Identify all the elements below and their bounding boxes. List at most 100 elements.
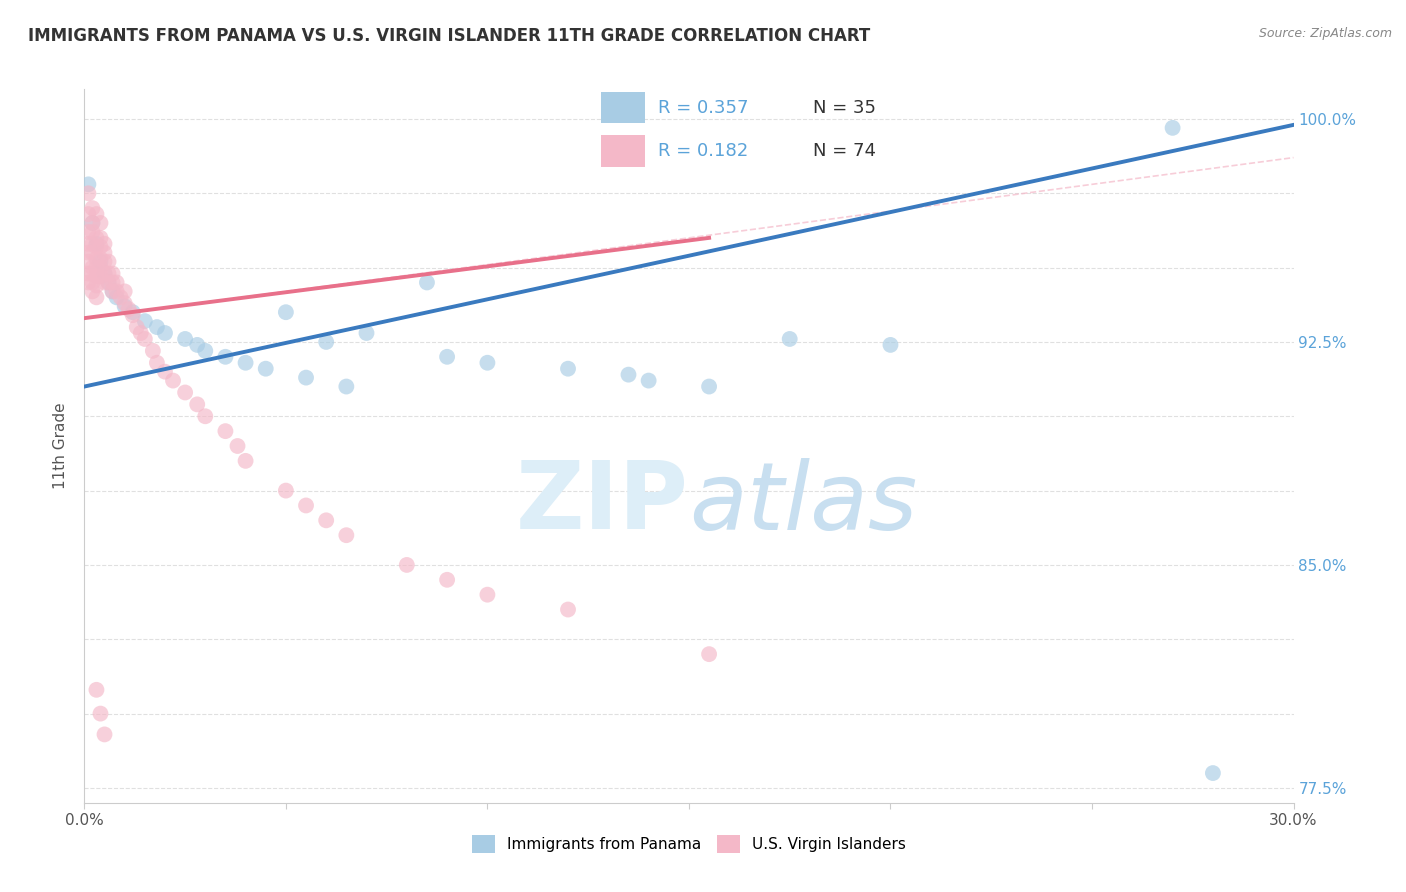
- Point: [235, 356, 257, 370]
- Point: [101, 267, 124, 281]
- Text: N = 35: N = 35: [813, 99, 876, 117]
- Point: [118, 302, 141, 317]
- Point: [153, 365, 176, 379]
- Point: [77, 178, 100, 192]
- Point: [557, 361, 579, 376]
- Point: [86, 252, 108, 266]
- Point: [174, 385, 197, 400]
- Point: [1202, 766, 1225, 780]
- Point: [335, 379, 357, 393]
- Point: [697, 647, 720, 661]
- Point: [93, 236, 115, 251]
- Point: [226, 439, 249, 453]
- Point: [335, 528, 357, 542]
- Text: ZIP: ZIP: [516, 457, 689, 549]
- Point: [295, 370, 318, 384]
- Point: [86, 269, 108, 284]
- Text: IMMIGRANTS FROM PANAMA VS U.S. VIRGIN ISLANDER 11TH GRADE CORRELATION CHART: IMMIGRANTS FROM PANAMA VS U.S. VIRGIN IS…: [28, 27, 870, 45]
- Point: [82, 285, 104, 299]
- Legend: Immigrants from Panama, U.S. Virgin Islanders: Immigrants from Panama, U.S. Virgin Isla…: [465, 829, 912, 859]
- Point: [86, 207, 108, 221]
- Point: [146, 356, 169, 370]
- Text: atlas: atlas: [689, 458, 917, 549]
- Point: [89, 706, 111, 721]
- Point: [134, 332, 156, 346]
- Bar: [600, 92, 644, 123]
- Point: [779, 332, 801, 346]
- Point: [477, 356, 499, 370]
- Point: [617, 368, 640, 382]
- Point: [82, 225, 104, 239]
- Text: N = 74: N = 74: [813, 142, 876, 160]
- Point: [82, 260, 104, 275]
- Point: [114, 285, 136, 299]
- Point: [186, 338, 208, 352]
- Point: [186, 397, 208, 411]
- Point: [477, 588, 499, 602]
- Point: [101, 276, 124, 290]
- Point: [89, 269, 111, 284]
- Point: [77, 186, 100, 201]
- Point: [77, 207, 100, 221]
- Point: [82, 236, 104, 251]
- Point: [77, 236, 100, 251]
- Point: [105, 276, 128, 290]
- Text: Source: ZipAtlas.com: Source: ZipAtlas.com: [1258, 27, 1392, 40]
- Point: [274, 483, 297, 498]
- Point: [93, 727, 115, 741]
- Point: [86, 231, 108, 245]
- Point: [93, 245, 115, 260]
- Point: [93, 267, 115, 281]
- Point: [121, 305, 143, 319]
- Point: [86, 278, 108, 293]
- Point: [101, 285, 124, 299]
- Point: [121, 308, 143, 322]
- Point: [89, 254, 111, 268]
- Point: [86, 682, 108, 697]
- Point: [142, 343, 165, 358]
- Point: [295, 499, 318, 513]
- Point: [315, 513, 337, 527]
- Point: [153, 326, 176, 340]
- Point: [82, 216, 104, 230]
- Text: R = 0.357: R = 0.357: [658, 99, 748, 117]
- Point: [77, 245, 100, 260]
- Point: [637, 374, 659, 388]
- Point: [235, 454, 257, 468]
- Point: [89, 216, 111, 230]
- Point: [86, 290, 108, 304]
- Point: [89, 252, 111, 266]
- Point: [114, 299, 136, 313]
- Point: [162, 374, 184, 388]
- Point: [77, 267, 100, 281]
- Y-axis label: 11th Grade: 11th Grade: [53, 402, 69, 490]
- Point: [194, 409, 217, 424]
- Point: [77, 276, 100, 290]
- Point: [254, 361, 277, 376]
- Point: [395, 558, 418, 572]
- Point: [77, 225, 100, 239]
- Point: [697, 379, 720, 393]
- Point: [125, 320, 148, 334]
- Point: [93, 276, 115, 290]
- Point: [93, 254, 115, 268]
- Point: [82, 216, 104, 230]
- Point: [97, 267, 120, 281]
- Point: [82, 245, 104, 260]
- Point: [86, 236, 108, 251]
- Point: [82, 267, 104, 281]
- Point: [89, 231, 111, 245]
- Point: [436, 350, 458, 364]
- Point: [101, 285, 124, 299]
- Point: [879, 338, 901, 352]
- Point: [89, 240, 111, 254]
- Point: [114, 296, 136, 310]
- Point: [105, 290, 128, 304]
- Point: [97, 276, 120, 290]
- Point: [194, 343, 217, 358]
- Point: [77, 254, 100, 268]
- Point: [86, 260, 108, 275]
- Point: [110, 290, 132, 304]
- Point: [557, 602, 579, 616]
- Point: [356, 326, 378, 340]
